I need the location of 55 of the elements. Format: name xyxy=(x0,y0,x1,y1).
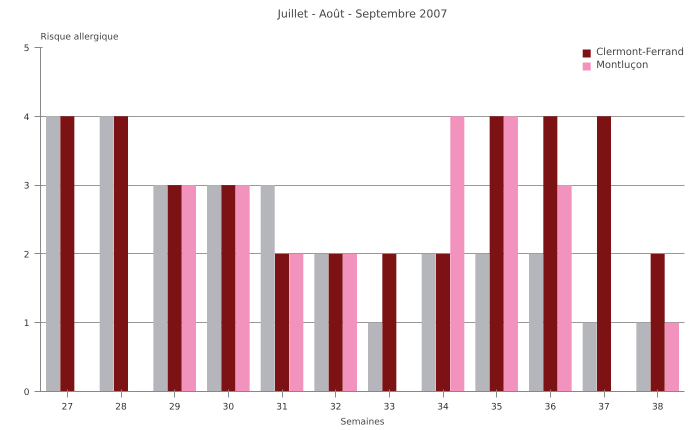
x-tick-label: 30 xyxy=(222,402,234,412)
chart-title: Juillet - Août - Septembre 2007 xyxy=(276,8,448,20)
x-axis-title: Semaines xyxy=(340,418,385,428)
bar xyxy=(182,185,196,392)
bar xyxy=(46,116,60,392)
bar xyxy=(342,254,357,392)
y-tick-label: 0 xyxy=(24,388,30,398)
y-tick-label: 1 xyxy=(24,319,30,330)
bar xyxy=(382,254,396,392)
bar xyxy=(368,322,382,392)
bar xyxy=(636,322,650,392)
bar xyxy=(558,185,572,392)
x-tick-label: 37 xyxy=(598,402,610,412)
bar xyxy=(664,322,679,392)
bar xyxy=(422,254,436,392)
bar xyxy=(236,185,250,392)
bar xyxy=(289,254,304,392)
bar xyxy=(436,254,450,392)
x-tick-label: 27 xyxy=(62,402,74,412)
bar xyxy=(504,116,518,392)
x-tick-label: 38 xyxy=(652,402,664,412)
x-tick-label: 32 xyxy=(330,402,342,412)
bar xyxy=(475,254,490,392)
y-tick-label: 3 xyxy=(24,182,30,192)
bar xyxy=(490,116,504,392)
bar xyxy=(529,254,544,392)
x-tick-label: 28 xyxy=(115,402,127,412)
y-tick-label: 5 xyxy=(24,44,30,54)
x-tick-label: 33 xyxy=(384,402,396,412)
bar xyxy=(450,116,464,392)
x-tick-label: 31 xyxy=(276,402,288,412)
y-tick-label: 2 xyxy=(24,250,30,260)
bar xyxy=(543,116,558,392)
bar xyxy=(314,254,328,392)
bar xyxy=(207,185,222,392)
x-tick-label: 29 xyxy=(168,402,181,412)
bar xyxy=(221,185,236,392)
x-tick-label: 34 xyxy=(437,402,449,412)
bar xyxy=(114,116,128,392)
legend-label: Montluçon xyxy=(596,60,648,71)
bar xyxy=(328,254,343,392)
bar xyxy=(153,185,168,392)
bar xyxy=(260,185,275,392)
legend-label: Clermont-Ferrand xyxy=(596,47,684,58)
x-tick-label: 36 xyxy=(544,402,556,412)
y-tick-label: 4 xyxy=(24,112,30,123)
bar xyxy=(60,116,74,392)
x-tick-label: 35 xyxy=(490,402,502,412)
y-axis-title: Risque allergique xyxy=(40,32,119,42)
bar xyxy=(274,254,290,392)
bar xyxy=(596,116,612,392)
bar xyxy=(582,322,597,392)
bar xyxy=(650,254,665,392)
bar xyxy=(168,185,182,392)
bar xyxy=(100,116,114,392)
